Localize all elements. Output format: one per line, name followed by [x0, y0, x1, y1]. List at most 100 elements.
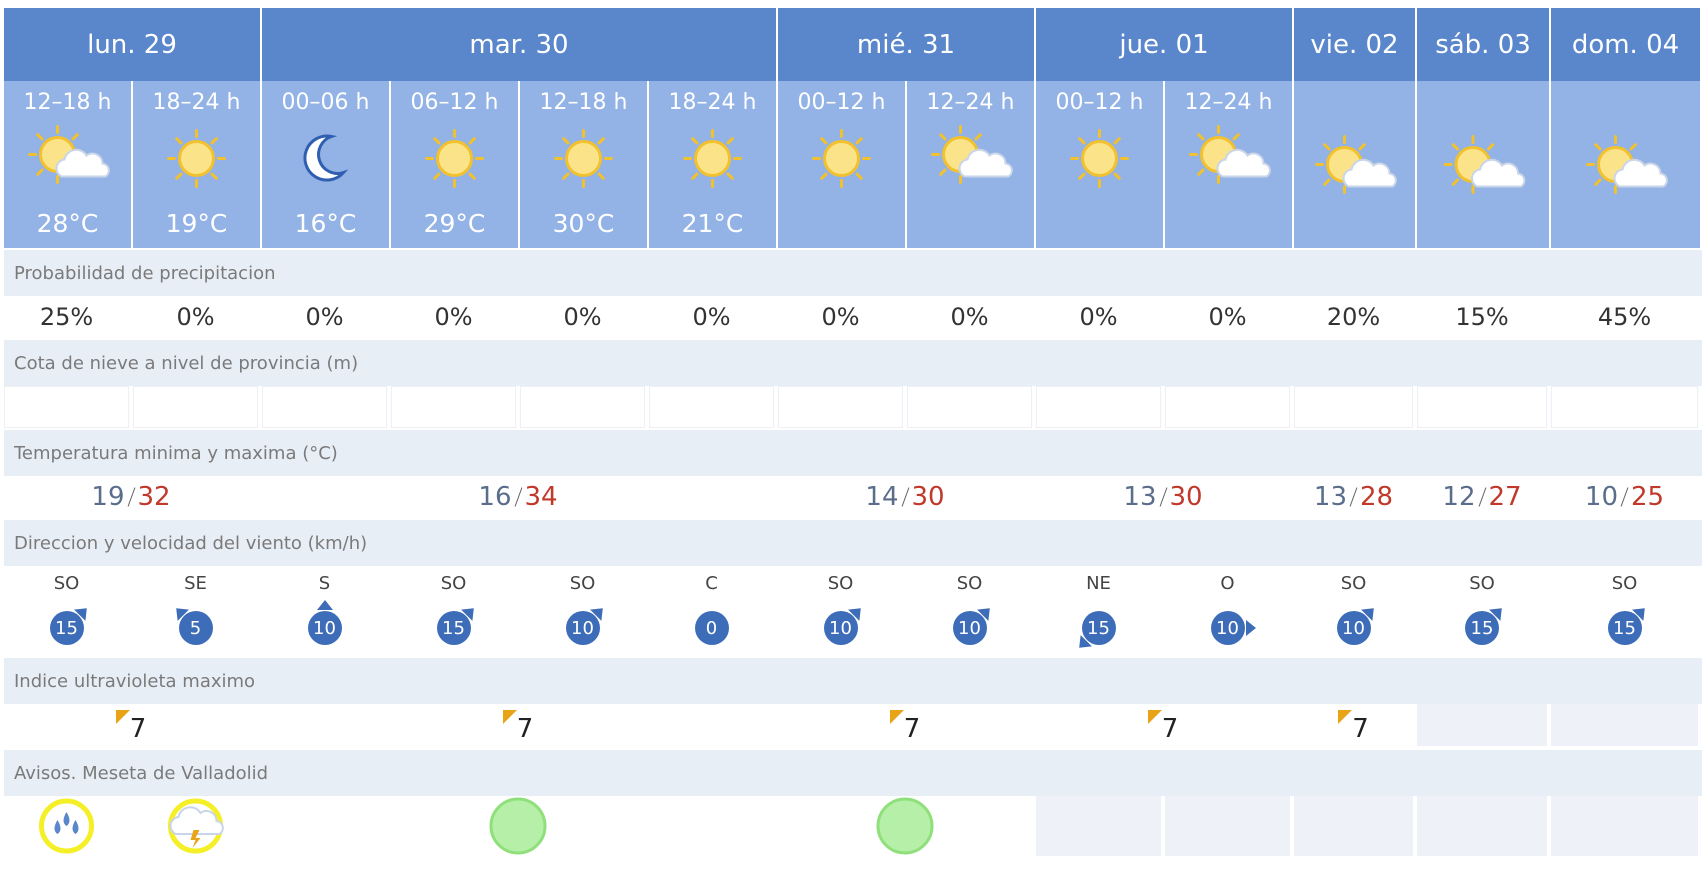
snow-cell	[1165, 386, 1290, 428]
sun-ray	[1078, 137, 1086, 145]
day-header: jue. 01	[1036, 8, 1292, 81]
wind-arrow	[847, 608, 861, 621]
moon	[303, 134, 349, 182]
wind-direction: C	[705, 572, 718, 594]
arrow-head	[1360, 608, 1374, 621]
bolt	[190, 830, 201, 848]
wind-direction: SO	[1469, 572, 1495, 594]
period-time: 12–18 h	[23, 89, 112, 115]
uv-flag	[115, 710, 130, 724]
precipitation-cell: 0%	[907, 296, 1032, 338]
cloud	[1216, 148, 1271, 178]
arrow-head	[73, 608, 87, 621]
wind-circle	[1210, 611, 1245, 645]
sun-ray	[1594, 178, 1602, 186]
weather-icon	[931, 125, 1013, 184]
uv-cell: 7	[778, 704, 1032, 746]
precipitation-cell: 0%	[262, 296, 387, 338]
snow-cell	[391, 386, 516, 428]
weather-icon	[303, 134, 349, 182]
wind-icon	[1210, 611, 1256, 645]
cloud	[55, 148, 110, 178]
sun-ray	[939, 168, 947, 176]
weather-icon	[1443, 135, 1526, 194]
wind-direction: SO	[956, 572, 983, 594]
wind-direction: SO	[53, 572, 80, 594]
cloud	[1471, 158, 1526, 188]
precipitation-cell: 20%	[1294, 296, 1413, 338]
snow-cell	[262, 386, 387, 428]
temp-separator	[514, 487, 522, 507]
warning-empty	[1165, 796, 1290, 856]
temp-min: 10	[1584, 482, 1618, 512]
sun-ray	[468, 137, 476, 145]
period-time: 00–06 h	[281, 89, 370, 115]
uv-cell: 7	[1036, 704, 1290, 746]
wind-circle	[1465, 611, 1499, 645]
period-temp: 29°C	[423, 208, 486, 238]
row-label: Probabilidad de precipitacion	[4, 250, 1702, 296]
cloud	[1342, 158, 1397, 188]
precipitation-cell: 0%	[133, 296, 258, 338]
warning-empty	[1551, 796, 1698, 856]
uv-empty	[1417, 704, 1547, 746]
wind-arrow	[1489, 608, 1502, 621]
wind-icon	[1607, 608, 1645, 645]
sun-ray	[820, 172, 828, 180]
snow-cell	[1294, 386, 1413, 428]
sun	[823, 140, 860, 177]
temp-cell: 14 30	[778, 476, 1032, 518]
snow-cell	[4, 386, 129, 428]
day-header: vie. 02	[1294, 8, 1415, 81]
temp-separator	[1620, 487, 1629, 507]
uv-flag	[502, 710, 517, 724]
wind-direction: SO	[1611, 572, 1638, 594]
sun-ray	[597, 137, 605, 145]
sun	[178, 140, 215, 177]
temp-separator	[1478, 487, 1486, 507]
wind-direction: SO	[827, 572, 854, 594]
warning-icon	[876, 797, 934, 855]
temp-max: 25	[1631, 482, 1665, 512]
weather-icon	[425, 129, 484, 188]
weather-icon	[1070, 129, 1129, 188]
wind-arrow	[175, 608, 189, 621]
wind-circle	[178, 611, 213, 645]
uv-flag	[889, 710, 904, 724]
wind-circle	[1607, 611, 1642, 645]
wind-direction: SE	[184, 572, 207, 594]
snow-cell	[133, 386, 258, 428]
wind-speed: 10	[1342, 617, 1365, 639]
sun-ray	[433, 137, 441, 145]
wind-circle	[1336, 611, 1371, 645]
wind-circle	[952, 611, 987, 645]
snow-cell	[1551, 386, 1698, 428]
sun-ray	[855, 137, 863, 145]
precipitation-cell: 0%	[520, 296, 645, 338]
precipitation-cell: 0%	[391, 296, 516, 338]
temp-min: 19	[91, 482, 125, 512]
wind-icon	[1078, 611, 1116, 648]
wind-arrow	[976, 608, 990, 621]
wind-circle	[307, 611, 342, 645]
temp-max: 34	[524, 482, 558, 512]
wind-direction: S	[318, 572, 331, 594]
sun-ray	[1197, 133, 1205, 141]
sun-ray	[1323, 143, 1331, 151]
temp-cell: 13 30	[1036, 476, 1290, 518]
sun-ray	[36, 133, 44, 141]
period-time: 12–24 h	[1184, 89, 1273, 115]
wind-circle	[565, 611, 600, 645]
sun-ray	[974, 133, 982, 141]
arrow-head	[589, 608, 603, 621]
sun-ray	[1323, 178, 1331, 186]
warning-icon	[168, 798, 224, 854]
wind-direction: SO	[569, 572, 596, 594]
wind-circle	[694, 611, 729, 645]
uv-value: 7	[129, 714, 147, 744]
temp-min: 12	[1442, 482, 1476, 512]
uv-value: 7	[516, 714, 534, 744]
wind-speed: 10	[829, 617, 852, 639]
wind-direction: NE	[1086, 572, 1111, 594]
